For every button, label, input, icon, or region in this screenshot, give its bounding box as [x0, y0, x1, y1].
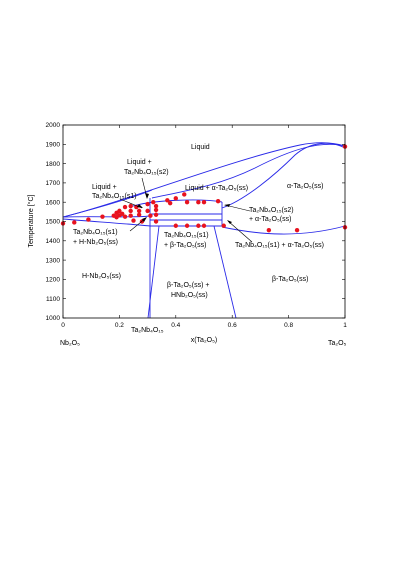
- data-point: [145, 208, 150, 214]
- y-tick-label: 1900: [46, 142, 61, 149]
- data-point: [136, 208, 142, 214]
- data-point: [122, 204, 128, 210]
- x-tick-label: 0.8: [284, 322, 293, 329]
- region-s1-h-line2: + H-Nb₂O₅(ss): [73, 239, 118, 246]
- region-s1-beta-line1: Ta₂Nb₄O₁₅(s1): [164, 232, 209, 239]
- arrowhead-s1-h: [142, 217, 147, 222]
- data-point: [201, 200, 207, 205]
- data-point: [184, 200, 190, 205]
- arrowhead-s2-alpha: [224, 204, 230, 207]
- region-s2-alpha-line1: Ta₂Nb₄O₁₅(s2): [249, 207, 294, 214]
- y-tick-label: 1300: [46, 257, 61, 264]
- data-point: [117, 208, 122, 214]
- region-s1-h-line1: Ta₂Nb₄O₁₅(s1): [73, 229, 118, 236]
- data-point: [196, 200, 201, 205]
- region-liquid-s1-line2: Ta₂Nb₄O₁₅(s1): [92, 193, 137, 200]
- data-point: [153, 207, 159, 213]
- data-point: [201, 223, 207, 228]
- data-point: [294, 227, 300, 233]
- data-point: [153, 219, 159, 224]
- y-tick-label: 1200: [46, 277, 61, 284]
- data-point: [145, 201, 150, 207]
- data-point: [128, 203, 133, 209]
- data-point: [72, 220, 77, 225]
- region-s1-alpha: Ta₂Nb₄O₁₅(s1) + α-Ta₂O₅(ss): [235, 242, 324, 249]
- y-tick-label: 1600: [46, 199, 61, 206]
- data-point: [131, 218, 136, 223]
- data-point: [86, 217, 91, 222]
- boundary-beta-left-slope: [147, 225, 160, 319]
- x-tick-label: 0.2: [115, 322, 124, 329]
- boundary-s2-top: [129, 199, 223, 208]
- boundary-solidus-lower: [62, 215, 151, 218]
- boundary-beta-alpha-solvus: [221, 225, 346, 235]
- region-liquid-s1-line1: Liquid +: [92, 184, 117, 191]
- data-point: [148, 213, 153, 218]
- data-point: [136, 212, 142, 217]
- region-s2-alpha-line2: + α-Ta₂O₅(ss): [249, 216, 291, 223]
- endpoint-label-right: Ta₂O₅: [328, 340, 347, 347]
- region-liquid: Liquid: [191, 144, 210, 151]
- arrow-s1-alpha: [227, 220, 253, 243]
- arrowhead-s1-alpha: [227, 220, 232, 224]
- plot-frame: [62, 124, 346, 319]
- y-tick-label: 1800: [46, 161, 61, 168]
- data-point: [182, 192, 187, 197]
- boundary-beta-right-slope: [213, 225, 237, 319]
- data-point: [167, 200, 173, 206]
- boundary-liquidus-upper: [62, 189, 153, 218]
- y-axis-label: Temperature [°C]: [27, 194, 35, 247]
- data-point: [215, 199, 221, 204]
- region-liquid-s2-line1: Liquid +: [127, 159, 152, 166]
- data-point: [173, 223, 178, 228]
- endpoint-label-middle: Ta₂Nb₄O₁₅: [131, 327, 164, 334]
- region-alpha: α-Ta₂O₅(ss): [287, 183, 323, 190]
- x-tick-label: 0: [61, 322, 65, 329]
- data-point: [151, 200, 156, 205]
- data-point: [266, 227, 272, 233]
- y-tick-label: 1400: [46, 238, 61, 245]
- region-liquid-s2-line2: Ta₂Nb₄O₁₅(s2): [124, 169, 169, 176]
- x-tick-label: 1: [343, 322, 347, 329]
- arrowhead-liquid-s1: [137, 204, 143, 208]
- data-point: [153, 212, 159, 217]
- data-point: [153, 203, 159, 209]
- region-beta-hnb-line2: HNb₂O₅(ss): [171, 292, 208, 299]
- region-h-nb: H-Nb₂O₅(ss): [82, 273, 121, 280]
- y-tick-label: 2000: [46, 122, 61, 129]
- region-liquid-alpha: Liquid + α-Ta₂O₅(ss): [185, 185, 248, 192]
- y-tick-label: 1700: [46, 180, 61, 187]
- data-point: [128, 213, 133, 218]
- arrow-heads: [137, 193, 232, 224]
- data-point: [173, 196, 178, 201]
- x-tick-label: 0.6: [228, 322, 237, 329]
- region-beta: β-Ta₂O₅(ss): [272, 276, 308, 283]
- region-beta-hnb-line1: β-Ta₂O₅(ss) +: [167, 282, 209, 289]
- data-point: [122, 214, 128, 219]
- boundary-s1-h-boundary: [62, 218, 151, 227]
- boundary-alpha-solidus: [151, 143, 346, 199]
- y-tick-label: 1500: [46, 219, 61, 226]
- endpoint-label-left: Nb₂O₅: [60, 340, 80, 347]
- data-point: [196, 223, 201, 228]
- data-point: [165, 198, 170, 203]
- arrowhead-liquid-s2: [145, 193, 149, 199]
- data-point: [128, 208, 133, 214]
- data-point: [184, 223, 190, 228]
- axis-ticks: 1000 1100 1200 1300 1400 1500 1600 1700 1800 1900…: [46, 122, 348, 329]
- boundary-alpha-solvus: [221, 142, 346, 209]
- region-s1-beta-line2: + β-Ta₂O₅(ss): [164, 242, 206, 249]
- y-tick-label: 1000: [46, 315, 61, 322]
- phase-boundaries: [62, 142, 346, 319]
- data-point: [120, 211, 125, 216]
- x-axis-label: x(Ta₂O₅): [191, 337, 218, 344]
- x-tick-label: 0.4: [171, 322, 180, 329]
- data-point: [100, 214, 105, 219]
- y-tick-label: 1100: [46, 296, 60, 303]
- data-point: [221, 223, 226, 228]
